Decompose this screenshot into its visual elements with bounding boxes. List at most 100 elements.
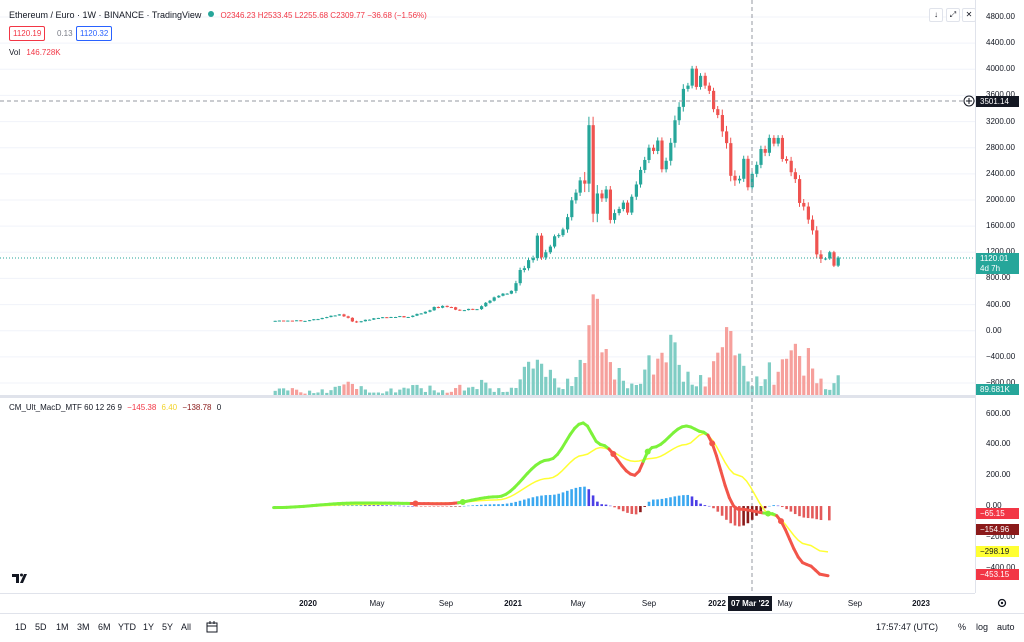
- price-chart[interactable]: [0, 0, 975, 395]
- histogram-bar: [643, 506, 646, 507]
- candle-body: [402, 316, 405, 317]
- macd-line-segment: [717, 456, 721, 471]
- indicator-value-1: −145.38: [127, 403, 156, 412]
- volume-bar: [523, 367, 526, 395]
- candle-body: [381, 317, 384, 318]
- price-tick-label: 2000.00: [986, 195, 1015, 204]
- histogram-bar: [373, 505, 376, 506]
- candle-body: [802, 203, 805, 207]
- time-tick-label: 2020: [299, 599, 317, 608]
- volume-bar: [647, 355, 650, 395]
- candle-body: [334, 315, 337, 316]
- time-tick-label: May: [369, 599, 384, 608]
- candle-body: [798, 179, 801, 203]
- close-icon[interactable]: ✕: [962, 8, 976, 22]
- range-ytd[interactable]: YTD: [118, 622, 136, 632]
- bid-price[interactable]: 1120.19: [9, 26, 45, 41]
- histogram-bar: [424, 506, 427, 507]
- range-1m[interactable]: 1M: [56, 622, 69, 632]
- range-1y[interactable]: 1Y: [143, 622, 154, 632]
- histogram-bar: [484, 505, 487, 507]
- indicator-value-2: 6.40: [162, 403, 178, 412]
- range-all[interactable]: All: [181, 622, 191, 632]
- histogram-bar: [446, 506, 449, 507]
- histogram-bar: [811, 506, 814, 518]
- range-3m[interactable]: 3M: [77, 622, 90, 632]
- histogram-bar: [704, 505, 707, 506]
- settings-gear-icon[interactable]: [996, 596, 1008, 608]
- range-5d[interactable]: 5D: [35, 622, 47, 632]
- histogram-bar: [549, 495, 552, 506]
- histogram-bar: [403, 506, 406, 507]
- auto-toggle[interactable]: auto: [997, 622, 1015, 632]
- histogram-bar: [459, 506, 462, 507]
- candle-body: [368, 320, 371, 321]
- move-down-icon[interactable]: ↓: [929, 8, 943, 22]
- price-tick-label: 800.00: [986, 273, 1010, 282]
- macd-tick-label: 200.00: [986, 470, 1010, 479]
- volume-bar: [682, 382, 685, 395]
- histogram-bar: [506, 504, 509, 506]
- candle-body: [278, 321, 281, 322]
- candle-body: [837, 258, 840, 266]
- range-1d[interactable]: 1D: [15, 622, 27, 632]
- candle-body: [488, 301, 491, 303]
- volume-bar: [334, 387, 337, 395]
- clock[interactable]: 17:57:47 (UTC): [876, 622, 938, 632]
- volume-bar: [587, 325, 590, 395]
- percent-toggle[interactable]: %: [958, 622, 966, 632]
- ask-price[interactable]: 1120.32: [76, 26, 112, 41]
- volume-bar: [415, 385, 418, 395]
- candle-body: [274, 321, 277, 322]
- cross-marker: [709, 440, 715, 446]
- candle-body: [725, 131, 728, 143]
- symbol-title[interactable]: Ethereum / Euro · 1W · BINANCE · Trading…: [9, 10, 201, 20]
- volume-bar: [622, 381, 625, 395]
- price-tick-label: 2400.00: [986, 169, 1015, 178]
- tradingview-logo-icon[interactable]: [10, 570, 32, 586]
- candle-body: [527, 260, 530, 268]
- range-6m[interactable]: 6M: [98, 622, 111, 632]
- macd-tick-label: 400.00: [986, 439, 1010, 448]
- histogram-bar: [420, 506, 423, 507]
- candle-body: [282, 321, 285, 322]
- ohlc-values: O2346.23 H2533.45 L2255.68 C2309.77 −36.…: [220, 11, 426, 20]
- candle-body: [475, 309, 478, 310]
- volume-bar: [342, 384, 345, 395]
- macd-indicator-chart[interactable]: [0, 398, 975, 593]
- volume-bar: [815, 383, 818, 395]
- volume-bar: [742, 366, 745, 395]
- candle-body: [566, 217, 569, 229]
- volume-bar: [781, 359, 784, 395]
- histogram-bar: [433, 506, 436, 507]
- volume-bar: [467, 388, 470, 395]
- histogram-bar: [407, 506, 410, 507]
- histogram-bar: [514, 502, 517, 506]
- volume-bar: [420, 388, 423, 395]
- maximize-icon[interactable]: ⤢: [946, 8, 960, 22]
- log-toggle[interactable]: log: [976, 622, 988, 632]
- price-tick-label: 3200.00: [986, 117, 1015, 126]
- candle-body: [605, 190, 608, 199]
- histogram-bar: [545, 495, 548, 506]
- histogram-bar: [575, 488, 578, 506]
- histogram-bar: [463, 506, 466, 507]
- volume-bar: [708, 377, 711, 395]
- histogram-bar: [368, 505, 371, 506]
- candle-body: [519, 270, 522, 283]
- volume-bar: [832, 383, 835, 395]
- macd-line-segment: [721, 471, 725, 486]
- indicator-name[interactable]: CM_Ult_MacD_MTF 60 12 26 9: [9, 403, 122, 412]
- candle-body: [561, 229, 564, 235]
- range-5y[interactable]: 5Y: [162, 622, 173, 632]
- date-range-icon[interactable]: [205, 620, 219, 636]
- histogram-bar: [377, 505, 380, 506]
- candle-body: [635, 184, 638, 196]
- histogram-bar: [618, 506, 621, 509]
- volume-bar: [733, 355, 736, 395]
- histogram-bar: [699, 504, 702, 506]
- histogram-bar: [772, 505, 775, 506]
- macd-line-segment: [639, 461, 643, 471]
